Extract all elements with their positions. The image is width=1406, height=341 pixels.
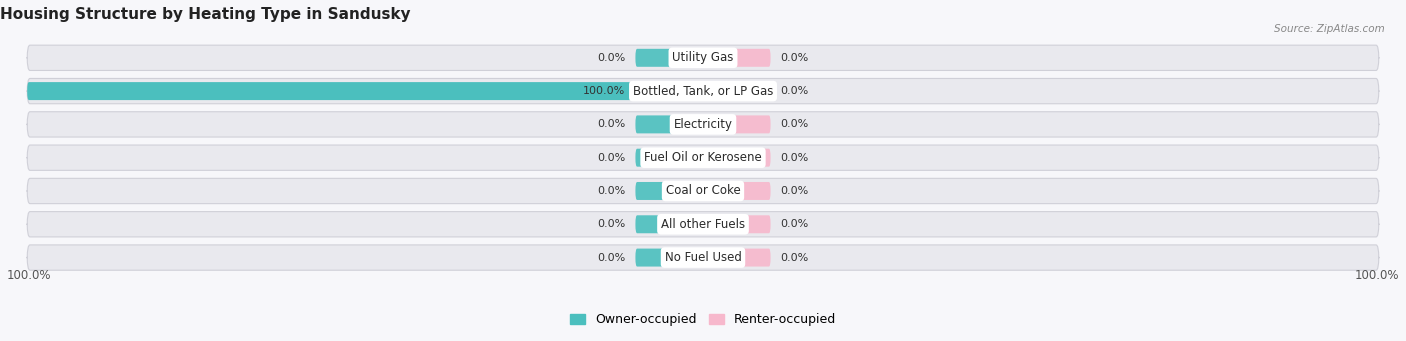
Text: All other Fuels: All other Fuels bbox=[661, 218, 745, 231]
FancyBboxPatch shape bbox=[703, 82, 770, 100]
FancyBboxPatch shape bbox=[27, 82, 703, 100]
Text: 0.0%: 0.0% bbox=[780, 153, 808, 163]
FancyBboxPatch shape bbox=[636, 182, 703, 200]
FancyBboxPatch shape bbox=[27, 145, 1379, 170]
Text: Source: ZipAtlas.com: Source: ZipAtlas.com bbox=[1274, 24, 1385, 34]
FancyBboxPatch shape bbox=[27, 78, 1379, 104]
Text: No Fuel Used: No Fuel Used bbox=[665, 251, 741, 264]
FancyBboxPatch shape bbox=[27, 212, 1379, 237]
FancyBboxPatch shape bbox=[703, 215, 770, 233]
Text: 0.0%: 0.0% bbox=[780, 186, 808, 196]
Text: 0.0%: 0.0% bbox=[780, 119, 808, 129]
FancyBboxPatch shape bbox=[27, 45, 1379, 71]
Text: Electricity: Electricity bbox=[673, 118, 733, 131]
Text: 0.0%: 0.0% bbox=[780, 86, 808, 96]
FancyBboxPatch shape bbox=[703, 249, 770, 267]
Text: 0.0%: 0.0% bbox=[598, 186, 626, 196]
Text: 0.0%: 0.0% bbox=[598, 119, 626, 129]
FancyBboxPatch shape bbox=[636, 149, 703, 167]
FancyBboxPatch shape bbox=[27, 112, 1379, 137]
FancyBboxPatch shape bbox=[27, 245, 1379, 270]
Text: Bottled, Tank, or LP Gas: Bottled, Tank, or LP Gas bbox=[633, 85, 773, 98]
FancyBboxPatch shape bbox=[636, 249, 703, 267]
Text: 0.0%: 0.0% bbox=[780, 253, 808, 263]
Legend: Owner-occupied, Renter-occupied: Owner-occupied, Renter-occupied bbox=[565, 308, 841, 331]
FancyBboxPatch shape bbox=[703, 49, 770, 67]
Text: Coal or Coke: Coal or Coke bbox=[665, 184, 741, 197]
FancyBboxPatch shape bbox=[703, 182, 770, 200]
Text: 0.0%: 0.0% bbox=[598, 219, 626, 229]
FancyBboxPatch shape bbox=[636, 49, 703, 67]
Text: Fuel Oil or Kerosene: Fuel Oil or Kerosene bbox=[644, 151, 762, 164]
FancyBboxPatch shape bbox=[27, 178, 1379, 204]
Text: 0.0%: 0.0% bbox=[598, 153, 626, 163]
FancyBboxPatch shape bbox=[636, 215, 703, 233]
Text: 100.0%: 100.0% bbox=[1354, 269, 1399, 282]
FancyBboxPatch shape bbox=[703, 149, 770, 167]
FancyBboxPatch shape bbox=[703, 115, 770, 133]
Text: 100.0%: 100.0% bbox=[7, 269, 52, 282]
Text: 0.0%: 0.0% bbox=[598, 253, 626, 263]
FancyBboxPatch shape bbox=[636, 115, 703, 133]
Text: 0.0%: 0.0% bbox=[780, 219, 808, 229]
Text: Utility Gas: Utility Gas bbox=[672, 51, 734, 64]
Text: 0.0%: 0.0% bbox=[598, 53, 626, 63]
Text: 100.0%: 100.0% bbox=[583, 86, 626, 96]
Text: Housing Structure by Heating Type in Sandusky: Housing Structure by Heating Type in San… bbox=[0, 7, 411, 22]
Text: 0.0%: 0.0% bbox=[780, 53, 808, 63]
